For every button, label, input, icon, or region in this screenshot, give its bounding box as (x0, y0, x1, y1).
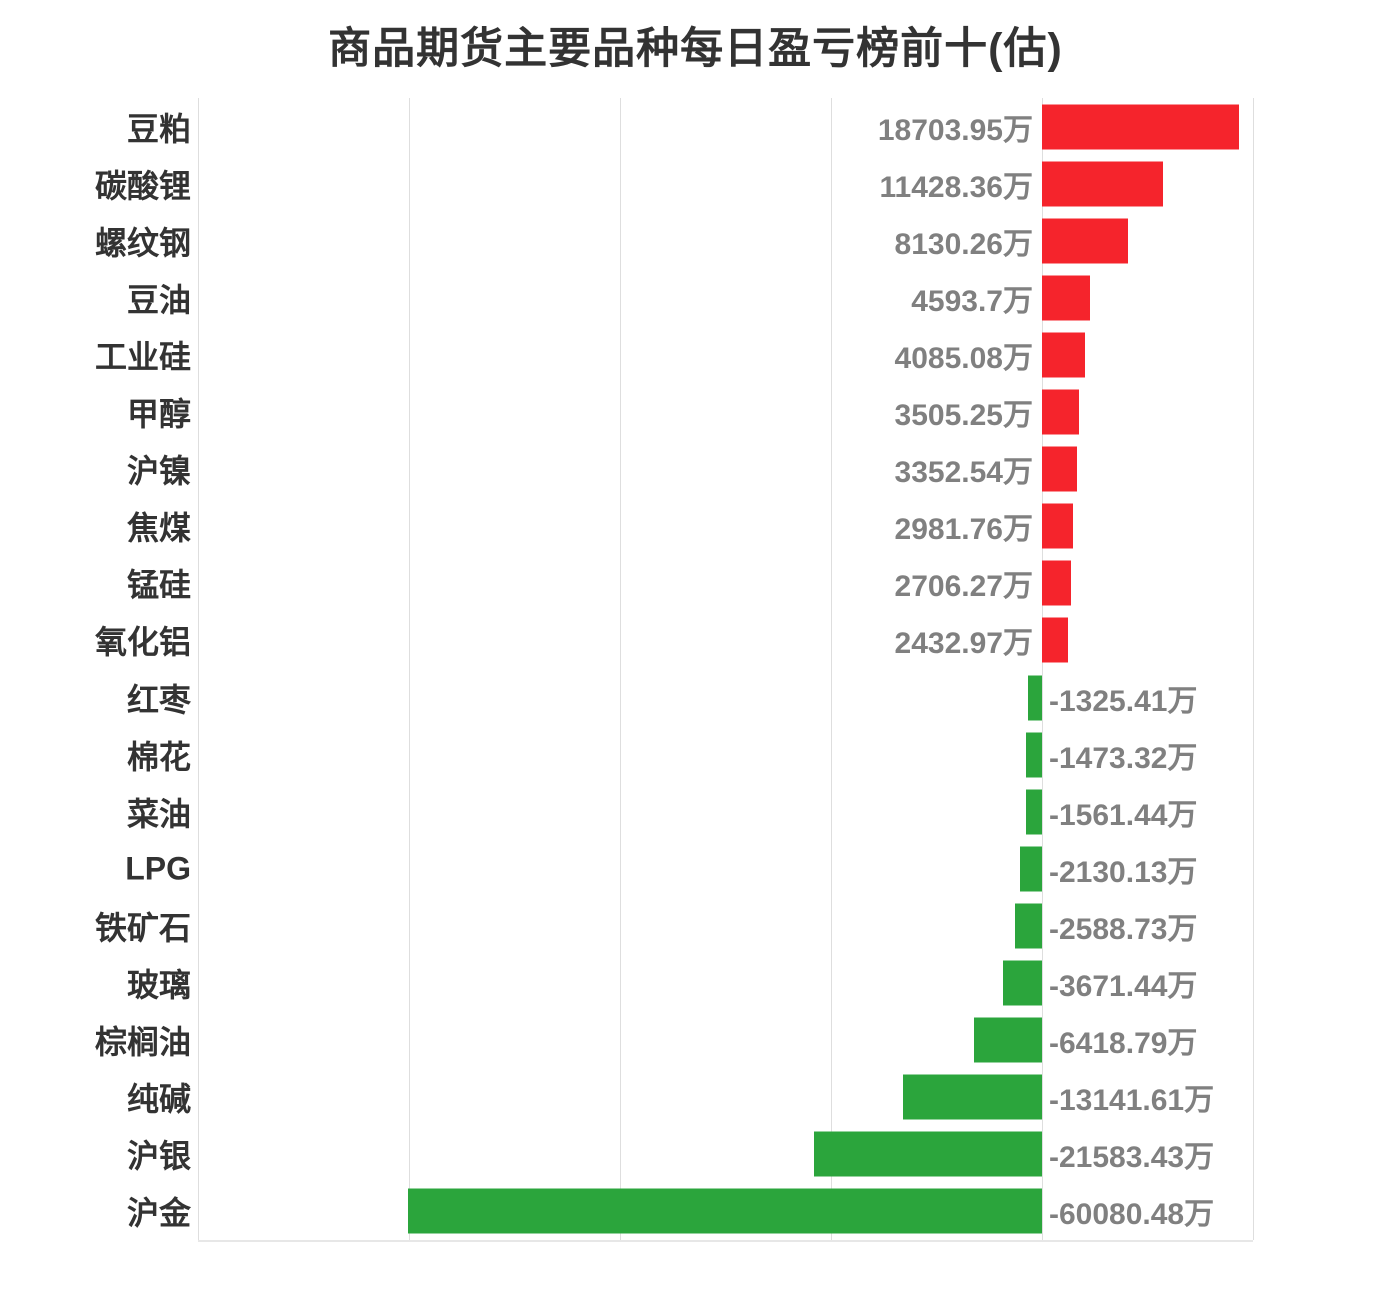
chart-title: 商品期货主要品种每日盈亏榜前十(估) (328, 25, 1063, 73)
value-label: -6418.79万 (1049, 1027, 1198, 1061)
category-label: 沪镍 (126, 453, 191, 490)
plot-area: 豆粕 18703.95万碳酸锂 11428.36万螺纹钢 8130.26万豆油 4593… (95, 98, 1254, 1242)
category-label: 螺纹钢 (94, 224, 191, 261)
chart-row: 棉花 -1473.32万 (127, 726, 1253, 783)
bar-negative (903, 1074, 1042, 1120)
value-label: -1325.41万 (1049, 684, 1198, 718)
category-label: 甲醇 (126, 396, 191, 433)
chart-row: 玻璃 -3671.44万 (127, 955, 1253, 1012)
bar-negative (974, 1017, 1042, 1063)
category-label: 红枣 (126, 681, 191, 718)
bar-positive (1042, 275, 1091, 321)
chart-row: 工业硅 4085.08万 (95, 326, 1253, 383)
bar-negative (1025, 789, 1042, 835)
value-label: 4085.08万 (894, 341, 1033, 375)
bar-positive (1042, 104, 1240, 150)
value-label: 11428.36万 (879, 170, 1033, 204)
gridline (1042, 98, 1043, 1240)
bar-positive (1042, 161, 1163, 207)
category-label: 工业硅 (94, 338, 191, 375)
value-label: 2432.97万 (894, 627, 1033, 661)
value-label: -13141.61万 (1049, 1084, 1215, 1118)
gridline (409, 98, 410, 1240)
chart-row: 豆油 4593.7万 (127, 269, 1253, 326)
chart-row: 焦煤 2981.76万 (127, 498, 1253, 555)
value-label: 4593.7万 (911, 284, 1033, 318)
bar-positive (1042, 560, 1071, 606)
category-label: 沪金 (126, 1195, 191, 1232)
value-label: 8130.26万 (894, 227, 1033, 261)
bar-negative (1003, 960, 1042, 1006)
chart-row: 氧化铝 2432.97万 (95, 612, 1253, 669)
chart-row: 甲醇 3505.25万 (127, 384, 1253, 441)
bar-positive (1042, 617, 1068, 663)
category-label: 豆粕 (126, 110, 191, 147)
gridline (831, 98, 832, 1240)
chart-row: 锰硅 2706.27万 (127, 555, 1253, 612)
value-label: -3671.44万 (1049, 970, 1198, 1004)
value-label: 3352.54万 (894, 456, 1033, 490)
chart-row: 沪金 -60080.48万 (127, 1183, 1253, 1240)
bar-negative (1026, 732, 1042, 778)
chart-row: 红枣 -1325.41万 (127, 669, 1253, 726)
bar-positive (1042, 503, 1074, 549)
chart-row: 纯碱 -13141.61万 (127, 1069, 1253, 1126)
category-label: 碳酸锂 (94, 167, 191, 204)
gridline (1253, 98, 1254, 1240)
bar-negative (1014, 903, 1042, 949)
value-label: -60080.48万 (1049, 1198, 1215, 1232)
category-label: 焦煤 (126, 510, 191, 547)
chart-row: 沪银 -21583.43万 (127, 1126, 1253, 1183)
category-label: 纯碱 (126, 1081, 191, 1118)
value-label: -1561.44万 (1049, 798, 1198, 832)
bar-positive (1042, 218, 1128, 264)
chart-row: 碳酸锂 11428.36万 (95, 155, 1253, 212)
value-label: 2706.27万 (894, 570, 1033, 604)
category-label: 棉花 (126, 738, 191, 775)
category-label: 锰硅 (126, 567, 191, 604)
category-label: 沪银 (126, 1138, 191, 1175)
bar-negative (814, 1131, 1042, 1177)
chart-row: 铁矿石 -2588.73万 (95, 897, 1253, 954)
gridline (620, 98, 621, 1240)
category-label: 菜油 (126, 795, 191, 832)
value-label: 3505.25万 (894, 399, 1033, 433)
category-label: 豆油 (126, 281, 191, 318)
value-label: -1473.32万 (1049, 741, 1198, 775)
value-label: 18703.95万 (877, 113, 1033, 147)
category-label: 氧化铝 (94, 624, 191, 661)
category-label: 玻璃 (126, 967, 191, 1004)
gridline (198, 98, 199, 1240)
chart-row: 螺纹钢 8130.26万 (95, 212, 1253, 269)
value-label: 2981.76万 (894, 513, 1033, 547)
bar-positive (1042, 389, 1079, 435)
bar-negative (1028, 675, 1042, 721)
bar-negative (1019, 846, 1042, 892)
chart-row: LPG -2130.13万 (125, 840, 1253, 897)
bar-positive (1042, 332, 1086, 378)
category-label: LPG (125, 850, 191, 887)
value-label: -21583.43万 (1049, 1141, 1215, 1175)
value-label: -2130.13万 (1049, 855, 1198, 889)
category-label: 铁矿石 (94, 909, 191, 946)
chart-row: 棕榈油 -6418.79万 (95, 1012, 1253, 1069)
bar-positive (1042, 446, 1078, 492)
value-label: -2588.73万 (1049, 912, 1198, 946)
chart-row: 沪镍 3352.54万 (127, 441, 1253, 498)
chart-row: 豆粕 18703.95万 (127, 98, 1253, 155)
chart-row: 菜油 -1561.44万 (127, 783, 1253, 840)
bar-negative (408, 1188, 1042, 1234)
category-label: 棕榈油 (94, 1024, 191, 1061)
